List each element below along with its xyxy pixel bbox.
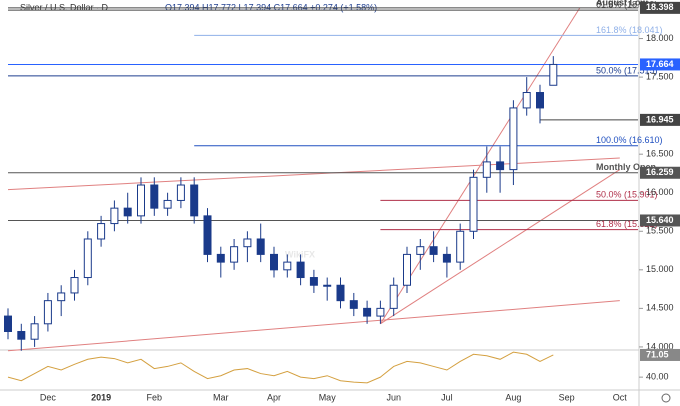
candle-body (482, 161, 491, 178)
candle-body (163, 199, 172, 209)
y-tick-label: 14.000 (646, 341, 674, 351)
rsi-line (7, 351, 554, 384)
x-tick-label: 2019 (91, 392, 111, 402)
candle-body (536, 92, 544, 109)
candle-body (83, 238, 92, 279)
level-label: 15.640 (646, 215, 674, 225)
y-tick-label: 16.500 (646, 149, 674, 159)
level-note: August Low (596, 0, 648, 7)
x-tick-label: Mar (213, 392, 229, 402)
rsi-last-label: 71.05 (646, 349, 669, 359)
candle-body (309, 277, 318, 286)
candle-body (110, 207, 119, 225)
y-tick-label: 15.000 (646, 264, 674, 274)
candle-body (176, 184, 185, 201)
level-label: 17.664 (646, 59, 674, 69)
x-tick-label: Sep (559, 392, 575, 402)
candle-body (429, 246, 438, 255)
level-label-box (640, 113, 680, 126)
level-label: 16.945 (646, 114, 674, 124)
level-note: 100.0% (16.610) (596, 135, 663, 145)
candle-body (469, 176, 478, 232)
candle-body (376, 307, 385, 317)
y-tick-label: 14.500 (646, 303, 674, 313)
candle-body (30, 323, 39, 340)
x-tick-label: Aug (505, 392, 521, 402)
candle-body (283, 261, 292, 271)
rsi-last-box (640, 348, 680, 361)
level-label-box (640, 214, 680, 227)
x-tick-label: Jun (386, 392, 401, 402)
trend-line (7, 300, 620, 352)
candle-body (270, 253, 278, 271)
trend-line (379, 7, 581, 325)
candle-body (230, 246, 239, 263)
candle-body (442, 253, 451, 263)
candle-body (203, 215, 212, 255)
level-note: 61.8% (15.522) (596, 219, 658, 229)
level-note: 61.8% (18.369) (596, 0, 658, 9)
x-tick-label: Feb (147, 392, 163, 402)
candle-body (336, 284, 345, 302)
candle-body (123, 207, 132, 217)
level-label: 18.398 (646, 2, 674, 12)
level-note: Monthly Open (596, 162, 656, 172)
candle-body (389, 284, 398, 309)
rsi-tick-label: 40.00 (646, 372, 669, 382)
candle-body (137, 184, 145, 217)
candle-body (216, 253, 225, 263)
settings-icon[interactable] (661, 393, 671, 403)
x-tick-label: May (319, 392, 337, 402)
candle-body (456, 230, 465, 263)
candle-body (416, 246, 425, 255)
candle-body (349, 300, 358, 309)
candle-body (522, 92, 531, 109)
level-note: 50.0% (17.515) (596, 65, 658, 75)
candle-body (403, 253, 411, 286)
y-tick-label: 17.500 (646, 71, 674, 81)
candle-body (4, 315, 12, 332)
candle-body (496, 161, 505, 171)
level-label-box (640, 166, 680, 179)
y-tick-label: 18.000 (646, 33, 674, 43)
level-note: 50.0% (15.901) (596, 190, 658, 200)
candle-body (363, 307, 372, 317)
candle-body (190, 184, 199, 217)
candle-body (296, 261, 305, 279)
y-tick-label: 16.000 (646, 187, 674, 197)
level-note: 161.8% (18.041) (596, 25, 663, 35)
candle-body (323, 284, 332, 287)
candle-body (97, 223, 106, 240)
candle-body (57, 292, 66, 302)
candle-body (549, 63, 558, 86)
x-tick-label: Jul (441, 392, 453, 402)
watermark: WikiFX (285, 249, 315, 259)
level-label-box (640, 1, 680, 14)
candle-body (256, 238, 265, 255)
candle-body (17, 330, 26, 340)
x-tick-label: Oct (613, 392, 628, 402)
level-label: 16.259 (646, 167, 674, 177)
candle-body (243, 238, 252, 248)
candle-body (70, 277, 79, 294)
y-tick-label: 15.500 (646, 226, 674, 236)
x-tick-label: Dec (40, 392, 57, 402)
trend-line (7, 157, 620, 191)
candle-body (150, 184, 159, 209)
candle-body (509, 107, 518, 171)
trend-line (380, 169, 621, 325)
candle-body (43, 300, 52, 325)
x-tick-label: Apr (267, 392, 281, 402)
level-label-box (640, 58, 680, 71)
